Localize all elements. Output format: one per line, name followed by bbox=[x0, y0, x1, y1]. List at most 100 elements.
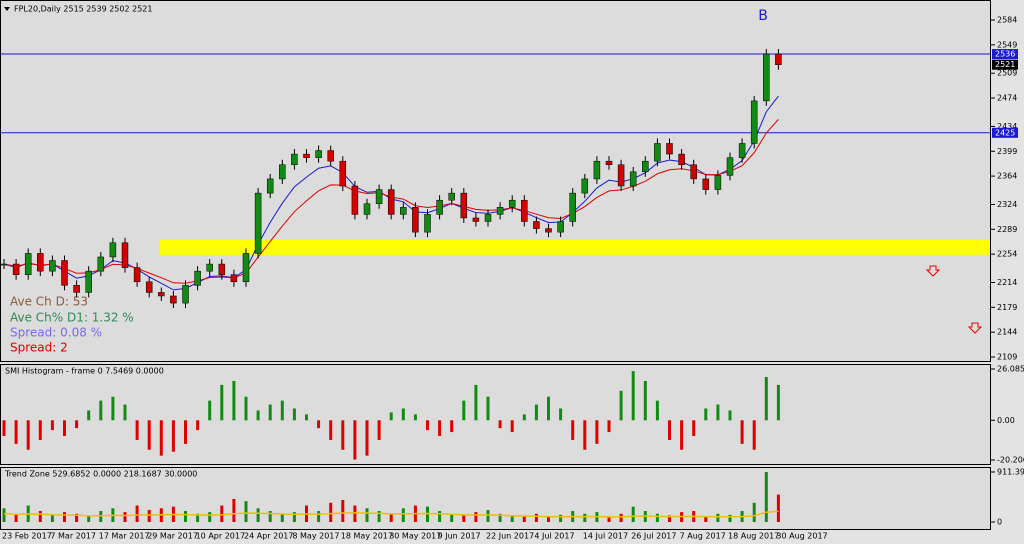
candle-body bbox=[484, 214, 492, 222]
candle-body bbox=[424, 214, 431, 233]
trend-bar bbox=[147, 509, 151, 522]
y-tick-label: 2214 bbox=[997, 278, 1017, 287]
chart-title: FPL20,Daily 2515 2539 2502 2521 bbox=[14, 5, 152, 14]
histogram-bar bbox=[631, 371, 635, 421]
trend-bar bbox=[631, 506, 635, 522]
histogram-bar bbox=[353, 420, 357, 460]
histogram-bar bbox=[655, 400, 659, 421]
histogram-bar bbox=[123, 404, 127, 421]
trend-bar bbox=[704, 516, 708, 522]
y-tick-label: 0 bbox=[997, 518, 1002, 527]
histogram-bar bbox=[244, 396, 248, 421]
histogram-bar bbox=[232, 380, 236, 421]
trend-bar bbox=[244, 501, 248, 522]
candle-body bbox=[49, 260, 56, 272]
histogram-bar bbox=[111, 396, 115, 421]
histogram-bar bbox=[99, 400, 103, 421]
candle-body bbox=[97, 256, 105, 272]
candle-body bbox=[472, 217, 480, 222]
histogram-bar bbox=[583, 420, 587, 450]
candle-body bbox=[714, 175, 722, 190]
candle-body bbox=[726, 157, 734, 176]
x-tick-label: 22 Jun 2017 bbox=[486, 532, 534, 541]
x-tick-label: 29 Mar 2017 bbox=[147, 532, 198, 541]
candle-body bbox=[266, 178, 274, 194]
candle-body bbox=[508, 199, 516, 208]
histogram-bar bbox=[692, 420, 696, 437]
candle-body bbox=[569, 192, 576, 222]
y-tick-label: 2289 bbox=[997, 225, 1017, 234]
candle-body bbox=[605, 160, 613, 165]
trend-bar bbox=[498, 513, 502, 522]
candle-body bbox=[702, 178, 710, 190]
panel-title: Trend Zone 529.6852 0.0000 218.1687 30.0… bbox=[4, 470, 197, 479]
histogram-bar bbox=[413, 414, 417, 421]
candle-body bbox=[37, 253, 44, 272]
x-tick-label: 30 Aug 2017 bbox=[776, 532, 827, 541]
x-tick-label: 18 Aug 2017 bbox=[728, 532, 779, 541]
trend-bar bbox=[208, 512, 212, 522]
menu-arrow[interactable] bbox=[4, 7, 10, 11]
histogram-bar bbox=[498, 420, 502, 429]
candle-body bbox=[315, 150, 322, 158]
candle-body bbox=[194, 270, 201, 286]
trend-bar bbox=[547, 516, 550, 522]
trend-bar bbox=[389, 513, 393, 522]
trend-bar bbox=[50, 515, 54, 522]
histogram-bar bbox=[595, 420, 599, 444]
histogram-bar bbox=[510, 420, 514, 433]
x-tick-label: 14 Jul 2017 bbox=[583, 532, 628, 541]
down-arrow bbox=[925, 265, 941, 277]
candle-body bbox=[448, 192, 455, 201]
candle-body bbox=[291, 153, 298, 165]
histogram-bar bbox=[305, 414, 308, 421]
candle-body bbox=[738, 143, 746, 158]
histogram-bar bbox=[474, 384, 478, 421]
trend-bar bbox=[534, 513, 538, 522]
histogram-bar bbox=[75, 420, 79, 429]
trend-bar bbox=[607, 516, 611, 522]
histogram-bar bbox=[2, 420, 6, 437]
y-tick-label: 2144 bbox=[997, 328, 1017, 337]
price-box bbox=[992, 127, 1018, 138]
price-panel bbox=[0, 0, 991, 362]
trend-bar bbox=[438, 511, 442, 522]
y-tick-label: 911.3943 bbox=[997, 468, 1024, 477]
histogram-bar bbox=[38, 420, 42, 440]
trend-bar bbox=[559, 514, 563, 522]
candle-body bbox=[85, 270, 92, 293]
histogram-bar bbox=[87, 410, 91, 421]
x-tick-label: 7 Mar 2017 bbox=[50, 532, 96, 541]
histogram-bar bbox=[292, 408, 296, 421]
trend-bar bbox=[256, 508, 260, 522]
histogram-bar bbox=[486, 396, 490, 421]
trend-bar bbox=[341, 500, 345, 522]
histogram-bar bbox=[63, 420, 66, 437]
candle-body bbox=[254, 192, 262, 254]
candle-body bbox=[521, 199, 528, 222]
histogram-bar bbox=[462, 400, 466, 421]
x-tick-label: 9 Jun 2017 bbox=[438, 532, 481, 541]
y-tick-label: 2364 bbox=[997, 172, 1017, 181]
histogram-bar bbox=[716, 404, 720, 421]
candle-body bbox=[230, 274, 238, 283]
y-tick-label: 2474 bbox=[997, 94, 1017, 103]
candle-body bbox=[533, 221, 540, 229]
signal-line bbox=[3, 510, 779, 518]
candle-body bbox=[581, 178, 589, 194]
y-tick-label: 26.0852 bbox=[997, 365, 1024, 374]
candle-body bbox=[145, 281, 153, 293]
histogram-bar bbox=[171, 420, 175, 452]
trend-bar bbox=[123, 512, 127, 522]
annotation: B bbox=[758, 8, 768, 24]
x-tick-label: 30 May 2017 bbox=[389, 532, 441, 541]
trend-bar bbox=[38, 511, 42, 522]
trend-bar bbox=[426, 506, 429, 522]
histogram-bar bbox=[317, 420, 321, 429]
price-label: 2425 bbox=[995, 128, 1015, 137]
trend-bar bbox=[196, 513, 200, 522]
price-label: 2521 bbox=[995, 60, 1015, 69]
x-tick-label: 17 Mar 2017 bbox=[99, 532, 150, 541]
candle-body bbox=[387, 189, 395, 215]
